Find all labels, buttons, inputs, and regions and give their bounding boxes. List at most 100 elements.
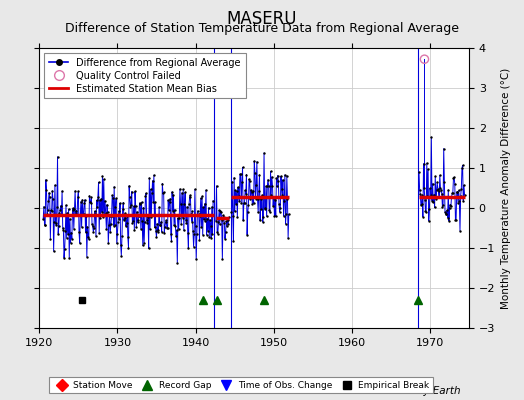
Point — [440, 179, 449, 186]
Text: Berkeley Earth: Berkeley Earth — [385, 386, 461, 396]
Point — [75, 228, 83, 235]
Point — [231, 208, 239, 214]
Point — [67, 230, 75, 236]
Point — [420, 56, 429, 62]
Point — [90, 225, 98, 232]
Point — [182, 220, 191, 226]
Point — [437, 187, 445, 193]
Point — [446, 202, 454, 208]
Point — [168, 189, 176, 195]
Point — [130, 227, 138, 233]
Point — [107, 213, 116, 219]
Point — [49, 248, 58, 254]
Point — [53, 204, 61, 210]
Point — [267, 192, 276, 198]
Point — [116, 200, 124, 206]
Point — [233, 214, 242, 221]
Point — [150, 224, 159, 231]
Point — [193, 231, 201, 238]
Point — [227, 209, 236, 215]
Point — [252, 182, 260, 188]
Point — [234, 192, 243, 199]
Point — [122, 220, 130, 226]
Point — [120, 217, 128, 223]
Point — [260, 150, 268, 156]
Point — [93, 204, 102, 210]
Point — [239, 217, 247, 224]
Point — [140, 240, 148, 246]
Point — [213, 229, 221, 235]
Point — [427, 192, 435, 198]
Point — [84, 236, 93, 242]
Point — [146, 226, 154, 232]
Point — [206, 222, 215, 229]
Point — [100, 212, 108, 218]
Point — [103, 209, 112, 216]
Point — [189, 228, 197, 234]
Point — [217, 217, 226, 224]
Point — [110, 184, 118, 190]
Point — [266, 168, 275, 174]
Point — [105, 212, 114, 219]
Point — [428, 198, 436, 204]
Point — [47, 207, 55, 214]
Point — [169, 208, 177, 214]
Point — [224, 220, 233, 227]
Point — [215, 207, 223, 214]
Point — [215, 221, 224, 228]
Point — [449, 175, 457, 181]
Point — [123, 212, 132, 219]
Point — [212, 183, 221, 189]
Point — [192, 256, 200, 262]
Point — [442, 210, 451, 217]
Point — [241, 200, 249, 206]
Point — [46, 235, 54, 242]
Point — [147, 214, 156, 220]
Point — [444, 187, 452, 193]
Point — [262, 183, 270, 189]
Point — [279, 176, 287, 183]
Point — [133, 209, 141, 215]
Point — [434, 186, 442, 192]
Point — [94, 194, 102, 200]
Point — [177, 201, 185, 208]
Point — [253, 196, 261, 202]
Point — [132, 203, 140, 209]
Point — [228, 179, 236, 185]
Point — [115, 208, 123, 214]
Point — [54, 222, 63, 229]
Point — [183, 229, 192, 236]
Point — [143, 220, 151, 226]
Point — [78, 196, 86, 203]
Point — [154, 227, 162, 234]
Point — [435, 194, 443, 200]
Point — [156, 222, 164, 228]
Point — [249, 200, 258, 206]
Point — [419, 214, 427, 220]
Point — [126, 194, 134, 200]
Point — [75, 240, 84, 246]
Point — [169, 192, 178, 198]
Point — [103, 202, 111, 208]
Point — [245, 176, 253, 182]
Point — [64, 231, 72, 238]
Point — [114, 219, 122, 226]
Point — [139, 242, 147, 249]
Point — [66, 216, 74, 222]
Point — [39, 216, 47, 222]
Point — [181, 189, 189, 196]
Point — [89, 223, 97, 230]
Point — [164, 197, 172, 203]
Point — [238, 164, 247, 171]
Point — [197, 224, 205, 230]
Point — [216, 208, 225, 214]
Point — [116, 242, 125, 248]
Point — [124, 244, 133, 251]
Point — [454, 200, 462, 206]
Point — [179, 186, 188, 193]
Point — [204, 228, 212, 234]
Point — [83, 224, 92, 230]
Point — [161, 224, 169, 230]
Point — [223, 217, 232, 223]
Point — [44, 198, 52, 204]
